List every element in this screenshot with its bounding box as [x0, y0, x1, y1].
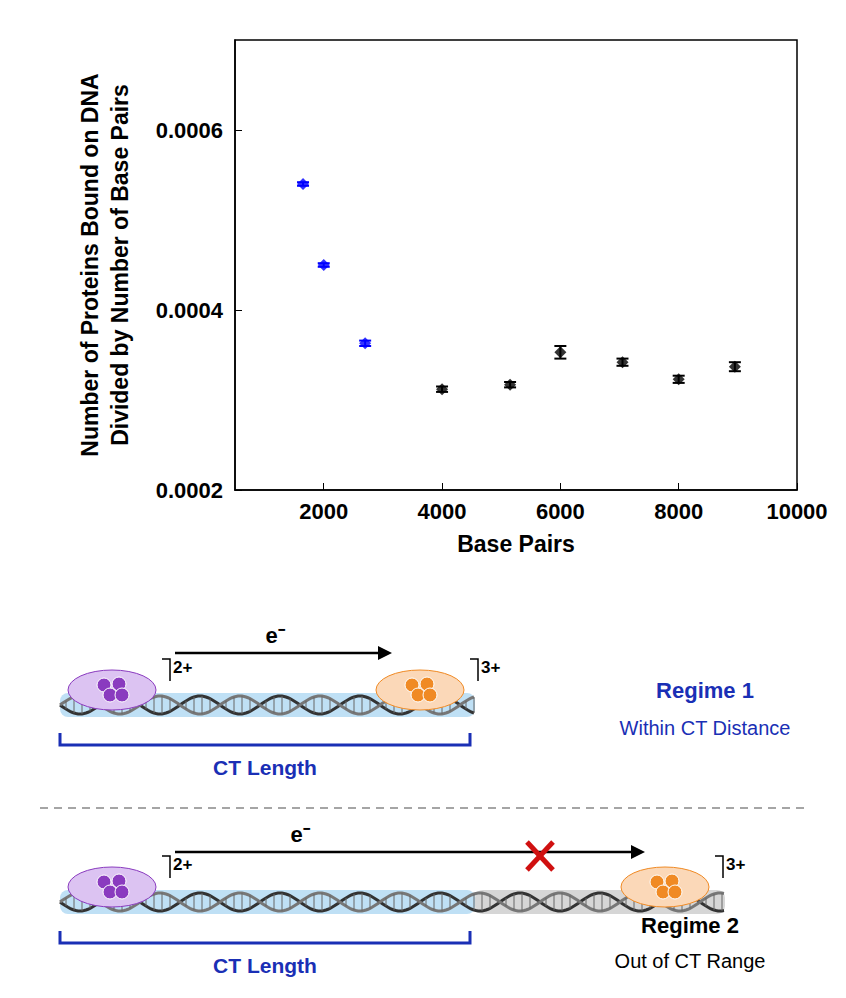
svg-text:3+: 3+ — [726, 855, 745, 874]
svg-text:4000: 4000 — [418, 499, 467, 524]
svg-text:CT Length: CT Length — [213, 756, 317, 779]
svg-text:2+: 2+ — [173, 855, 192, 874]
svg-text:0.0002: 0.0002 — [156, 478, 223, 503]
svg-text:0.0004: 0.0004 — [156, 298, 224, 323]
svg-text:e⁻: e⁻ — [265, 623, 285, 648]
svg-text:10000: 10000 — [766, 499, 827, 524]
svg-text:e⁻: e⁻ — [290, 822, 310, 847]
svg-text:Within CT Distance: Within CT Distance — [620, 717, 791, 739]
svg-text:8000: 8000 — [654, 499, 703, 524]
svg-text:6000: 6000 — [536, 499, 585, 524]
svg-text:Regime 2: Regime 2 — [641, 913, 739, 938]
svg-text:2+: 2+ — [173, 658, 192, 677]
svg-text:Divided by Number of Base Pair: Divided by Number of Base Pairs — [107, 84, 133, 446]
svg-text:CT Length: CT Length — [213, 954, 317, 977]
svg-text:Base Pairs: Base Pairs — [457, 531, 575, 557]
svg-text:Number of Proteins Bound on DN: Number of Proteins Bound on DNA — [77, 73, 103, 456]
svg-text:Regime 1: Regime 1 — [656, 678, 754, 703]
svg-text:3+: 3+ — [481, 658, 500, 677]
svg-text:2000: 2000 — [299, 499, 348, 524]
svg-text:Out of CT Range: Out of CT Range — [615, 950, 766, 972]
svg-text:0.0006: 0.0006 — [156, 118, 223, 143]
